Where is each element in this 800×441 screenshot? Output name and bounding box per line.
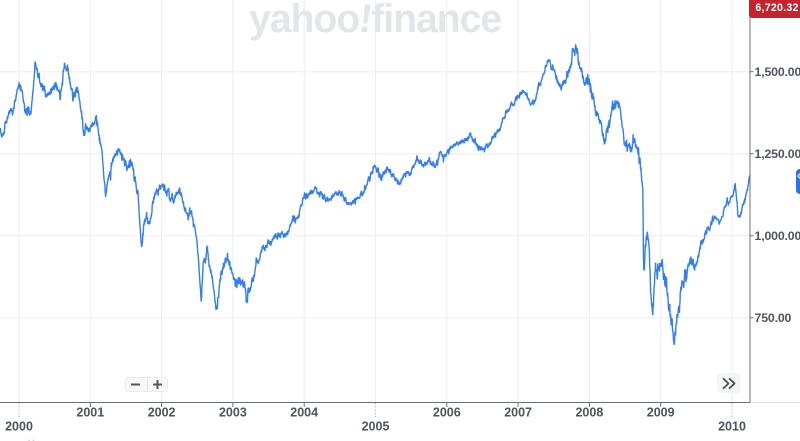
svg-text:2008: 2008	[575, 406, 603, 420]
svg-text:2005: 2005	[362, 420, 390, 434]
svg-text:2000: 2000	[5, 420, 33, 434]
svg-text:2010: 2010	[718, 420, 746, 434]
svg-text:2007: 2007	[504, 406, 532, 420]
svg-text:2009: 2009	[647, 406, 675, 420]
svg-text:2003: 2003	[219, 406, 247, 420]
svg-text:2002: 2002	[148, 406, 176, 420]
svg-text:1,250.00: 1,250.00	[755, 147, 800, 161]
svg-text:1,500.00: 1,500.00	[755, 65, 800, 79]
svg-text:750.00: 750.00	[755, 311, 792, 325]
svg-text:2001: 2001	[76, 406, 104, 420]
svg-text:1,000.00: 1,000.00	[755, 229, 800, 243]
svg-text:2004: 2004	[290, 406, 318, 420]
svg-text:2006: 2006	[433, 406, 461, 420]
